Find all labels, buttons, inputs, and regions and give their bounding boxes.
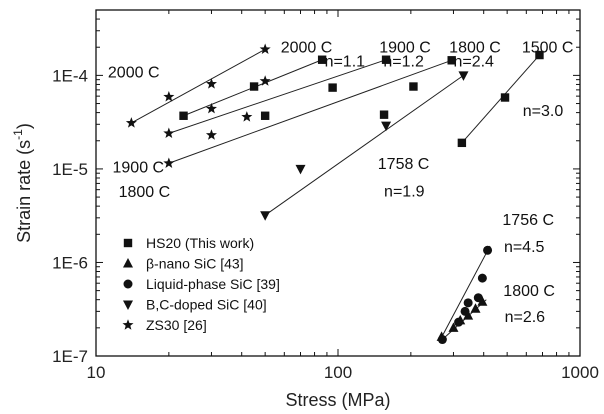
annotation-4: 2000 C — [281, 40, 333, 57]
annotation-1: 2000 C — [108, 64, 160, 81]
annotation-16: 1800 C — [503, 283, 555, 300]
data-point-series-3-2 — [454, 317, 464, 327]
annotation-15: n=4.5 — [504, 239, 545, 256]
data-point-series-5-9 — [205, 129, 217, 140]
data-point-series-2-4 — [463, 310, 474, 320]
fit-line-7 — [439, 245, 491, 340]
data-point-series-5-3 — [205, 78, 217, 89]
data-point-series-3-1 — [437, 335, 447, 345]
y-axis-label-main: Strain rate (s — [14, 140, 34, 243]
legend-label-1: HS20 (This work) — [146, 235, 254, 251]
data-point-series-2-2 — [448, 322, 459, 332]
fit-lines-layer — [131, 48, 540, 340]
data-point-series-1-12 — [535, 50, 544, 60]
data-point-series-5-4 — [259, 43, 271, 54]
fit-line-3 — [168, 59, 387, 134]
legend-marker-2 — [123, 258, 133, 268]
data-point-series-1-4 — [249, 82, 259, 91]
fit-line-4 — [168, 59, 452, 164]
data-point-series-1-9 — [447, 56, 456, 65]
legend-marker-1 — [123, 238, 133, 248]
data-point-series-5-6 — [205, 102, 217, 114]
data-point-series-1-3 — [328, 83, 337, 92]
data-point-series-5-8 — [163, 157, 175, 168]
data-point-series-2-6 — [477, 296, 488, 306]
y-tick-label: 1E-4 — [52, 66, 88, 85]
fit-line-1 — [131, 48, 266, 124]
y-tick-label: 1E-7 — [52, 347, 88, 366]
data-point-series-4-1 — [260, 211, 271, 221]
annotation-2: 1900 C — [113, 159, 165, 176]
data-point-series-5-10 — [241, 111, 253, 122]
data-points-layer — [125, 43, 544, 345]
data-point-series-1-2 — [260, 111, 270, 120]
x-tick-label: 10 — [87, 363, 106, 382]
y-tick-label: 1E-6 — [52, 253, 88, 272]
annotation-11: n=3.0 — [523, 103, 564, 120]
y-axis-label-superscript: -1 — [11, 129, 25, 140]
x-axis-label: Stress (MPa) — [285, 390, 390, 410]
axes-layer: 10 100 1000 1E-7 1E-6 1E-5 1E-4 — [52, 9, 599, 382]
data-point-series-1-1 — [179, 111, 188, 120]
legend-marker-4 — [123, 300, 133, 310]
annotation-10: 1500 C — [522, 40, 574, 57]
data-point-series-5-5 — [163, 127, 175, 139]
annotation-7: n=1.2 — [383, 53, 424, 70]
x-tick-label: 1000 — [561, 363, 599, 382]
fit-line-6 — [461, 54, 540, 144]
legend-label-4: B,C-doped SiC [40] — [146, 297, 267, 313]
y-tick-label: 1E-5 — [52, 160, 88, 179]
y-axis-label-close: ) — [14, 123, 34, 129]
data-point-series-3-3 — [460, 306, 470, 316]
legend-marker-3 — [123, 279, 133, 289]
annotation-6: 1900 C — [379, 40, 431, 57]
annotation-3: 1800 C — [119, 184, 171, 201]
legend-label-3: Liquid-phase SiC [39] — [146, 276, 280, 292]
data-point-series-5-1 — [125, 117, 137, 128]
legend-marker-5 — [122, 319, 134, 330]
data-point-series-5-2 — [163, 91, 175, 102]
data-point-series-4-2 — [295, 164, 306, 175]
data-point-series-3-4 — [463, 298, 473, 308]
data-point-series-5-7 — [259, 75, 271, 86]
y-axis-label: Strain rate (s-1) — [11, 123, 34, 243]
legend: HS20 (This work) β-nano SiC [43] Liquid-ph… — [122, 235, 280, 333]
data-point-series-1-6 — [381, 55, 391, 64]
data-point-series-1-8 — [409, 82, 418, 91]
annotation-17: n=2.6 — [505, 309, 546, 326]
data-point-series-4-4 — [458, 71, 469, 81]
data-point-series-4-3 — [381, 121, 392, 132]
legend-label-5: ZS30 [26] — [146, 317, 207, 333]
data-point-series-1-11 — [500, 93, 510, 102]
data-point-series-1-10 — [457, 138, 467, 148]
annotation-13: n=1.9 — [384, 183, 425, 200]
data-point-series-3-6 — [477, 273, 487, 283]
data-point-series-2-5 — [470, 303, 481, 313]
annotation-12: 1758 C — [378, 156, 430, 173]
data-point-series-1-5 — [317, 55, 327, 64]
data-point-series-3-7 — [483, 245, 493, 255]
annotation-14: 1756 C — [502, 212, 554, 229]
fit-line-5 — [264, 74, 464, 216]
data-point-series-1-7 — [379, 110, 389, 119]
data-point-series-3-5 — [473, 293, 483, 303]
annotation-9: n=2.4 — [453, 53, 494, 70]
x-tick-label: 100 — [324, 363, 352, 382]
annotation-5: n=1.1 — [325, 53, 366, 70]
annotation-8: 1800 C — [449, 40, 501, 57]
legend-label-2: β-nano SiC [43] — [146, 256, 244, 272]
